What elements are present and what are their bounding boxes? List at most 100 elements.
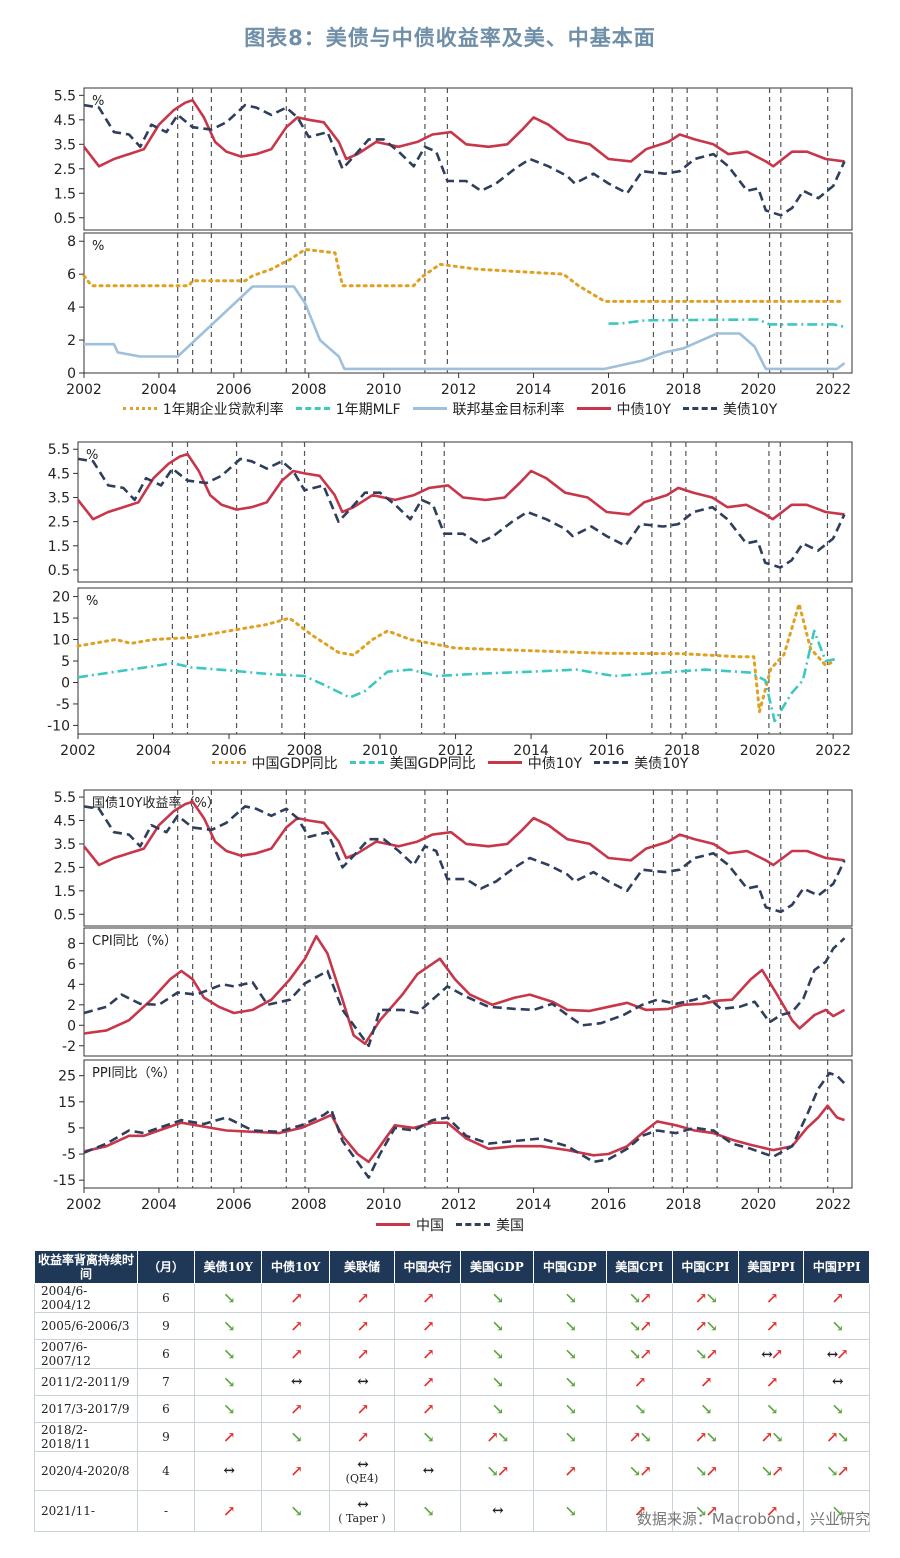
direction-cell: ↗	[328, 1283, 396, 1313]
y-tick-label: 4.5	[54, 813, 76, 829]
legend-swatch	[295, 407, 330, 410]
series-line-mlf	[608, 318, 845, 329]
arrow-up-icon: ↗	[222, 1502, 236, 1520]
direction-cell: ↔	[328, 1368, 396, 1396]
legend-label: 美国	[496, 1217, 524, 1234]
y-tick-label: 2.5	[48, 515, 70, 531]
direction-cell: ↘	[737, 1395, 805, 1423]
legend-item-us10y: 美债10Y	[594, 753, 688, 773]
legend-label: 美债10Y	[634, 755, 689, 772]
direction-cell: ↗	[737, 1283, 805, 1313]
direction-cell: ↗	[737, 1490, 805, 1532]
direction-cell: ↗	[532, 1451, 607, 1491]
x-tick-label: 2022	[815, 382, 851, 398]
direction-cell: ↗	[394, 1368, 461, 1396]
y-tick-label: 2.5	[54, 860, 76, 876]
arrow-down-icon: ↘	[705, 1289, 718, 1307]
x-tick-label: 2014	[513, 743, 549, 759]
direction-cell: ↘	[532, 1312, 607, 1340]
series-line-cn_gdp	[76, 602, 835, 714]
arrow-down-icon: ↘	[222, 1400, 236, 1418]
arrow-down-icon: ↘	[491, 1400, 505, 1418]
x-tick-label: 2002	[66, 382, 102, 398]
panel-unit-label: CPI同比（%）	[92, 934, 177, 949]
arrow-up-icon: ↗	[422, 1373, 435, 1391]
arrow-flat-icon: ↔	[357, 1457, 369, 1473]
direction-cell: ↘	[193, 1395, 263, 1423]
panel-frame	[77, 587, 853, 735]
arrow-down-icon: ↘	[290, 1428, 303, 1446]
direction-cell: ↘	[532, 1395, 607, 1423]
arrow-up-icon: ↗	[836, 1462, 850, 1480]
legend-item-loan: 1年期企业贷款利率	[122, 399, 284, 419]
arrow-flat-icon: ↔	[357, 1374, 369, 1390]
direction-cell: ↘	[459, 1312, 534, 1340]
table-header-cell: 美债10Y	[193, 1250, 263, 1284]
direction-cell: ↘↗	[605, 1451, 673, 1491]
arrow-down-icon: ↘	[628, 1345, 642, 1363]
legend-label: 美债10Y	[722, 401, 778, 418]
table-row: 2005/6-2006/3 9 ↘ ↗ ↗ ↗ ↘ ↘ ↘↗ ↗↘ ↗ ↘	[34, 1312, 870, 1340]
legend-label: 中国GDP同比	[251, 755, 338, 772]
arrow-down-icon: ↘	[422, 1502, 435, 1520]
legend-label: 中债10Y	[616, 401, 671, 418]
series-line-cn10y	[82, 98, 845, 168]
direction-cell: ↗↘	[671, 1422, 740, 1452]
arrow-down-icon: ↘	[564, 1428, 578, 1446]
legend-item-us_gdp: 美国GDP同比	[349, 753, 476, 773]
table-body: 2004/6-2004/12 6 ↘ ↗ ↗ ↗ ↘ ↘ ↘↗ ↗↘ ↗ ↗ 2005/6-2006/3…	[34, 1283, 870, 1532]
y-tick-label: 0	[67, 1018, 76, 1034]
table-header-cell: 中国央行	[394, 1250, 461, 1284]
x-tick-label: 2020	[741, 1197, 777, 1213]
direction-cell: ↔ (QE4)	[328, 1451, 396, 1491]
arrow-up-icon: ↗	[770, 1345, 784, 1363]
direction-cell: ↔	[193, 1451, 263, 1491]
series-line-us10y	[83, 937, 846, 1048]
direction-cell: ↗	[328, 1339, 396, 1369]
arrow-down-icon: ↘	[486, 1462, 499, 1480]
direction-cell: ↗	[261, 1339, 330, 1369]
arrow-flat-icon: ↔	[422, 1463, 435, 1479]
series-line-loan	[82, 248, 846, 303]
arrow-down-icon: ↘	[564, 1317, 578, 1335]
panel-p1: 5.5 4.5 3.5 2.5 1.5 0.5%	[54, 87, 853, 231]
arrow-down-icon: ↘	[836, 1428, 850, 1446]
arrow-up-icon: ↗	[290, 1345, 303, 1363]
arrow-down-icon: ↘	[222, 1289, 236, 1307]
arrow-down-icon: ↘	[564, 1345, 578, 1363]
y-tick-label: -10	[47, 718, 70, 734]
x-tick-label: 2004	[141, 382, 177, 398]
arrow-down-icon: ↘	[491, 1289, 505, 1307]
y-tick-label: 15	[52, 611, 70, 627]
direction-cell: ↔	[394, 1451, 461, 1491]
arrow-flat-icon: ↔	[357, 1497, 369, 1513]
arrow-flat-icon: ↔	[290, 1374, 303, 1390]
direction-cell: ↘	[532, 1283, 607, 1313]
direction-cell: ↔↗	[737, 1339, 805, 1369]
panel-p6: 8 6 4 2 0 -2 CPI同比（%）	[62, 927, 853, 1057]
x-tick-label: 2010	[366, 382, 402, 398]
y-tick-label: 6	[67, 267, 76, 283]
y-tick-label: -5	[56, 697, 70, 713]
direction-cell: ↗	[394, 1339, 461, 1369]
panel-frame	[83, 1059, 853, 1189]
legend-swatch	[412, 407, 447, 410]
arrow-up-icon: ↗	[700, 1373, 713, 1391]
direction-cell: ↘	[394, 1490, 461, 1532]
direction-cell: ↗	[671, 1368, 740, 1396]
direction-cell: ↗↘	[605, 1422, 673, 1452]
table-row: 2021/11- - ↗ ↘ ↔( Taper ) ↘ ↔ ↘ ↗ ↘↗ ↗ ↘	[34, 1490, 870, 1532]
direction-cell: ↘	[459, 1395, 534, 1423]
x-tick-label: 2020	[740, 743, 776, 759]
direction-cell: ↔	[261, 1368, 330, 1396]
arrow-up-icon: ↗	[765, 1502, 779, 1520]
arrow-down-icon: ↘	[222, 1345, 236, 1363]
table-header-cell: 美联储	[328, 1250, 396, 1284]
y-tick-label: 8	[67, 936, 76, 952]
arrow-up-icon: ↗	[836, 1345, 849, 1363]
direction-cell: ↗↘	[671, 1312, 740, 1340]
arrow-down-icon: ↘	[826, 1462, 839, 1480]
arrow-up-icon: ↗	[694, 1289, 708, 1307]
